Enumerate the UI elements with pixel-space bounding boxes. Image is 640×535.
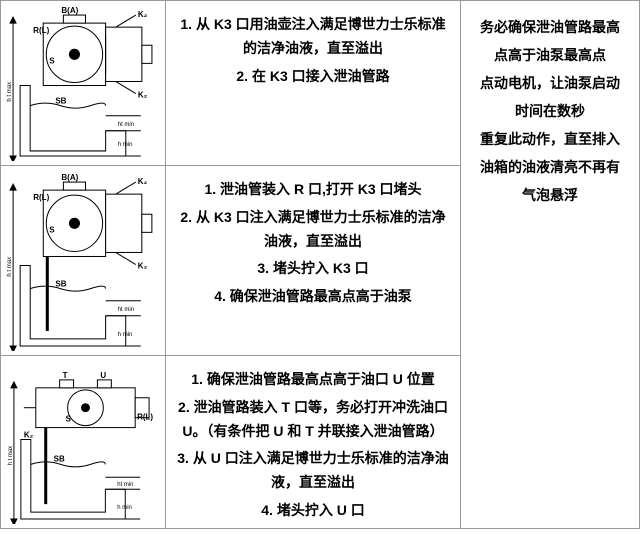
- instruction-column: 1. 从 K3 口用油壶注入满足博世力士乐标准的洁净油液，直至溢出 2. 在 K…: [166, 1, 461, 528]
- instruction-cell-3: 1. 确保泄油管路最高点高于油口 U 位置 2. 泄油管路装入 T 口等，务必打…: [166, 356, 460, 535]
- instr-item: 2. 在 K3 口接入泄油管路: [176, 65, 450, 89]
- diagram-column: B(A) R(L) S SB K₂ K₂ h t max ht min h mi…: [1, 1, 166, 528]
- label-RL: R(L): [33, 193, 49, 202]
- label-htmax: h t max: [7, 82, 13, 102]
- label-K2: K₂: [24, 431, 34, 440]
- label-K2-bot: K₂: [138, 262, 148, 271]
- warning-line: 油箱的油液清亮不再有: [469, 153, 631, 181]
- instr-item: 1. 泄油管装入 R 口,打开 K3 口堵头: [176, 178, 450, 202]
- instr-item: 3. 堵头拧入 K3 口: [176, 257, 450, 281]
- instr-item: 1. 确保泄油管路最高点高于油口 U 位置: [176, 368, 450, 392]
- label-T: T: [63, 371, 68, 380]
- label-SB: SB: [54, 454, 65, 463]
- label-BA: B(A): [61, 6, 78, 15]
- label-S: S: [49, 225, 55, 234]
- label-SB: SB: [55, 280, 66, 289]
- instr-item: 2. 泄油管路装入 T 口等，务必打开冲洗油口 U。（有条件把 U 和 T 并联…: [176, 396, 450, 444]
- label-K2-bot: K₂: [138, 91, 148, 100]
- label-hmin: h min: [118, 332, 133, 338]
- instr-item: 2. 从 K3 口注入满足博世力士乐标准的洁净油液，直至溢出: [176, 206, 450, 254]
- instruction-cell-2: 1. 泄油管装入 R 口,打开 K3 口堵头 2. 从 K3 口注入满足博世力士…: [166, 166, 460, 356]
- instr-item: 4. 确保泄油管路最高点高于油泵: [176, 285, 450, 309]
- diagram-cell-3: T U K₂ S R(L) SB h t max ht min h min: [1, 356, 165, 528]
- label-hmin: h min: [118, 142, 133, 148]
- label-htmin: ht min: [118, 122, 134, 128]
- diagram-cell-1: B(A) R(L) S SB K₂ K₂ h t max ht min h mi…: [1, 1, 165, 166]
- instr-item: 1. 从 K3 口用油壶注入满足博世力士乐标准的洁净油液，直至溢出: [176, 13, 450, 61]
- label-K2-top: K₂: [138, 10, 148, 19]
- pump-diagram-2: B(A) R(L) S SB K₂ K₂ h t max ht min h mi…: [5, 170, 161, 351]
- label-S: S: [49, 56, 55, 65]
- label-BA: B(A): [61, 173, 78, 182]
- label-RL: R(L): [33, 26, 49, 35]
- warning-panel: 务必确保泄油管路最高 点高于油泵最高点 点动电机，让油泵启动 时间在数秒 重复此…: [461, 1, 639, 528]
- label-htmax: h t max: [8, 446, 14, 466]
- label-U: U: [100, 371, 106, 380]
- label-hmin: h min: [117, 505, 132, 511]
- instr-item: 4. 堵头拧入 U 口: [176, 499, 450, 523]
- instruction-cell-1: 1. 从 K3 口用油壶注入满足博世力士乐标准的洁净油液，直至溢出 2. 在 K…: [166, 1, 460, 166]
- label-htmax: h t max: [7, 257, 13, 277]
- label-K2-top: K₂: [138, 177, 148, 186]
- label-htmin: ht min: [117, 482, 133, 488]
- main-table: B(A) R(L) S SB K₂ K₂ h t max ht min h mi…: [0, 0, 640, 529]
- label-RL: R(L): [137, 413, 153, 422]
- label-htmin: ht min: [118, 307, 134, 313]
- instr-item: 3. 从 U 口注入满足博世力士乐标准的洁净油液，直至溢出: [176, 447, 450, 495]
- warning-line: 点高于油泵最高点: [469, 41, 631, 69]
- pump-diagram-1: B(A) R(L) S SB K₂ K₂ h t max ht min h mi…: [5, 5, 161, 161]
- label-S: S: [66, 415, 71, 424]
- warning-line: 务必确保泄油管路最高: [469, 13, 631, 41]
- warning-line: 重复此动作，直至排入: [469, 125, 631, 153]
- warning-line: 气泡悬浮: [469, 181, 631, 209]
- diagram-cell-2: B(A) R(L) S SB K₂ K₂ h t max ht min h mi…: [1, 166, 165, 356]
- warning-line: 点动电机，让油泵启动: [469, 69, 631, 97]
- warning-line: 时间在数秒: [469, 97, 631, 125]
- pump-diagram-3: T U K₂ S R(L) SB h t max ht min h min: [5, 360, 161, 524]
- label-SB: SB: [55, 97, 66, 106]
